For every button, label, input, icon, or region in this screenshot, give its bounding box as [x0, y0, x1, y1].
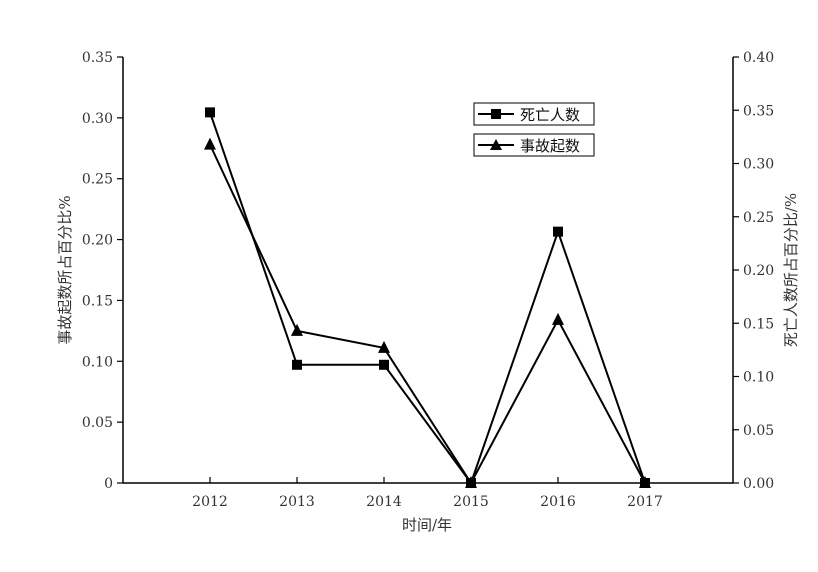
right-tick-label: 0.25 — [743, 210, 774, 226]
right-tick-label: 0.00 — [743, 476, 774, 492]
series-line-deaths — [209, 112, 646, 486]
x-tick-label: 2014 — [366, 494, 402, 510]
x-axis-title: 时间/年 — [402, 516, 452, 534]
x-tick-label: 2017 — [627, 494, 663, 510]
left-axis-title: 事故起数所占百分比% — [56, 195, 74, 344]
data-point-square — [379, 359, 389, 370]
right-axis-ticks: 0.00 0.05 0.10 0.15 0.20 0.25 0.30 0.35 0.40 — [733, 50, 774, 492]
left-tick-label: 0.25 — [82, 172, 113, 188]
x-tick-label: 2015 — [453, 494, 489, 510]
legend-box-accidents — [473, 133, 595, 157]
series-line-accidents — [209, 144, 646, 485]
left-tick-label: 0 — [104, 476, 113, 492]
legend-label-accidents: 事故起数 — [520, 137, 580, 155]
legend-marker-square — [491, 109, 501, 119]
data-point-square — [292, 359, 302, 370]
x-axis-ticks: 2012 2013 2014 2015 2016 2017 — [192, 477, 663, 510]
left-tick-label: 0.05 — [82, 415, 113, 431]
data-point-triangle — [639, 476, 651, 488]
data-point-triangle — [465, 476, 477, 488]
data-point-triangle — [204, 137, 216, 150]
right-tick-label: 0.20 — [743, 263, 774, 279]
right-axis-title: 死亡人数所占百分比/% — [782, 193, 800, 347]
left-tick-label: 0.35 — [82, 50, 113, 66]
legend-box-deaths — [473, 102, 595, 126]
left-axis-ticks: 0 0.05 0.10 0.15 0.20 0.25 0.30 0.35 — [82, 50, 123, 492]
data-point-triangle — [552, 312, 564, 325]
right-tick-label: 0.30 — [743, 157, 774, 173]
data-point-triangle — [291, 323, 303, 336]
x-tick-label: 2016 — [540, 494, 576, 510]
left-tick-label: 0.20 — [82, 233, 113, 249]
data-point-triangle — [378, 340, 390, 353]
series-group — [204, 107, 651, 488]
x-tick-label: 2012 — [192, 494, 228, 510]
left-tick-label: 0.10 — [82, 354, 113, 370]
data-point-square — [205, 107, 215, 118]
x-tick-label: 2013 — [279, 494, 315, 510]
axes — [122, 57, 734, 484]
legend-marker-triangle — [490, 139, 502, 150]
right-tick-label: 0.05 — [743, 423, 774, 439]
right-tick-label: 0.10 — [743, 370, 774, 386]
right-tick-label: 0.35 — [743, 103, 774, 119]
left-tick-label: 0.30 — [82, 111, 113, 127]
right-tick-label: 0.15 — [743, 316, 774, 332]
data-point-square — [553, 226, 563, 237]
legend-label-deaths: 死亡人数 — [520, 106, 580, 124]
right-tick-label: 0.40 — [743, 50, 774, 66]
left-tick-label: 0.15 — [82, 293, 113, 309]
legend: 死亡人数 事故起数 — [473, 102, 595, 157]
